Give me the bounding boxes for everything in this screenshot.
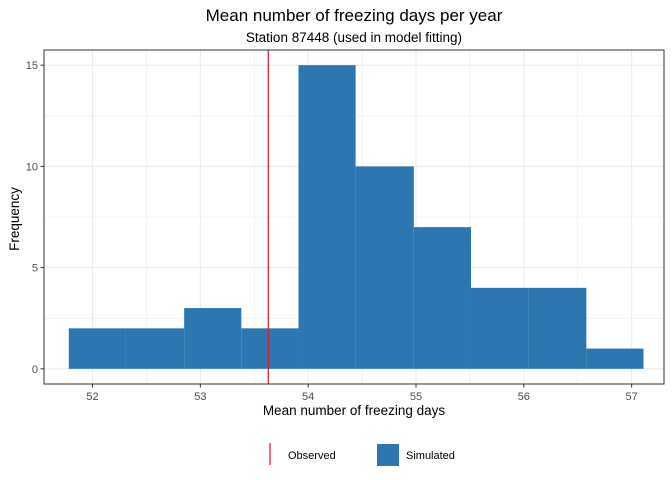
y-axis-title: Frequency bbox=[7, 187, 22, 251]
x-axis-title: Mean number of freezing days bbox=[263, 403, 446, 418]
x-tick-label: 52 bbox=[86, 391, 98, 403]
x-tick-label: 56 bbox=[518, 391, 530, 403]
x-tick-label: 55 bbox=[410, 391, 422, 403]
histogram-bar bbox=[241, 328, 299, 369]
y-axis-ticks: 0 5 10 15 bbox=[26, 60, 44, 376]
legend: Observed Simulated bbox=[269, 443, 455, 466]
histogram-bar bbox=[470, 287, 529, 369]
y-tick-label: 15 bbox=[26, 60, 38, 72]
histogram-bar bbox=[413, 227, 471, 369]
x-axis-ticks: 52 53 54 55 56 57 bbox=[86, 384, 638, 403]
x-tick-label: 57 bbox=[626, 391, 638, 403]
histogram-bars bbox=[68, 65, 644, 369]
histogram-bar bbox=[184, 308, 242, 369]
panel-border bbox=[43, 49, 665, 385]
x-tick-label: 54 bbox=[302, 391, 314, 403]
chart-title: Mean number of freezing days per year bbox=[206, 6, 503, 25]
legend-simulated-label: Simulated bbox=[406, 450, 455, 462]
y-tick-label: 10 bbox=[26, 161, 38, 173]
histogram-bar bbox=[68, 328, 126, 369]
legend-observed-label: Observed bbox=[288, 450, 336, 462]
y-tick-label: 5 bbox=[32, 263, 38, 275]
histogram-bar bbox=[586, 348, 644, 369]
histogram-bar bbox=[125, 328, 185, 369]
y-tick-label: 0 bbox=[32, 364, 38, 376]
histogram-bar bbox=[355, 166, 414, 369]
x-tick-label: 53 bbox=[194, 391, 206, 403]
histogram-bar bbox=[528, 287, 587, 369]
histogram-bar bbox=[298, 65, 356, 369]
legend-simulated-key bbox=[377, 444, 399, 466]
chart-subtitle: Station 87448 (used in model fitting) bbox=[246, 30, 462, 45]
